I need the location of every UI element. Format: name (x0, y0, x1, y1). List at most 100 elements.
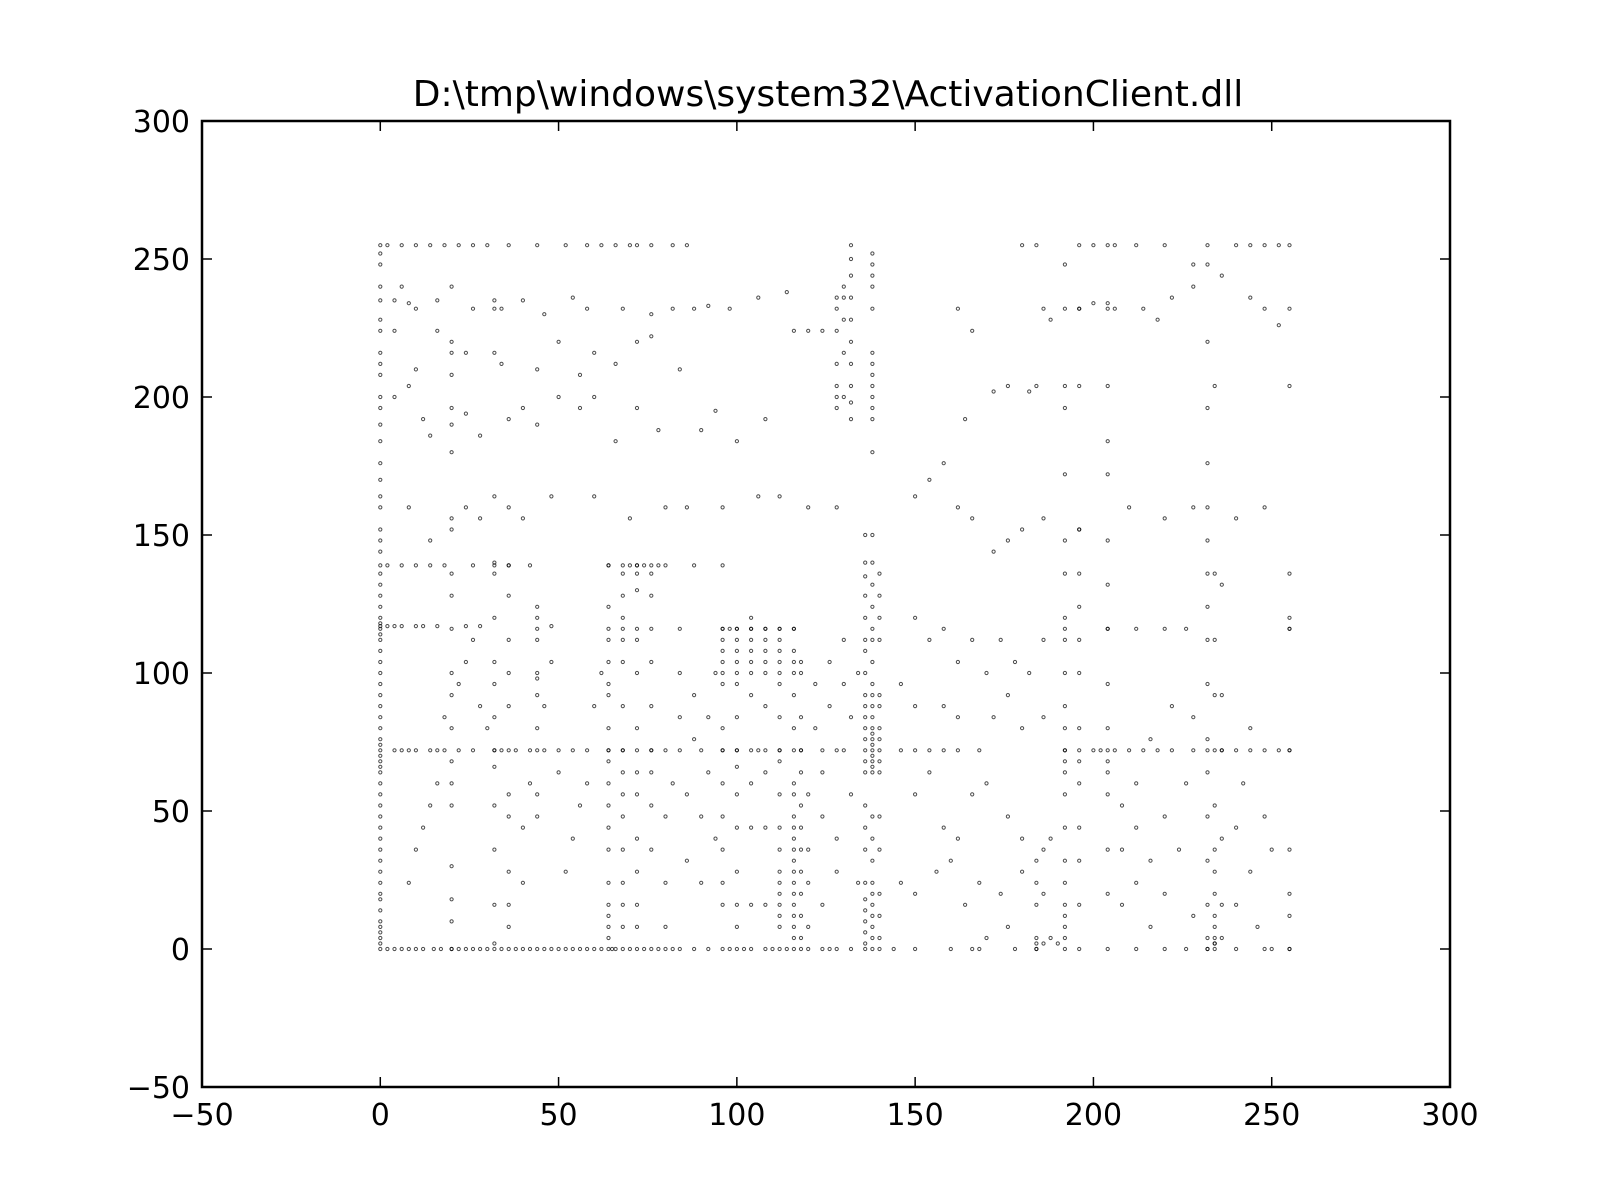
data-point (1248, 295, 1253, 300)
data-point (520, 825, 526, 830)
data-point (1077, 243, 1082, 248)
data-point (749, 670, 754, 676)
data-point (984, 935, 989, 941)
data-point (1287, 626, 1292, 631)
data-point (399, 748, 404, 753)
data-point (913, 946, 918, 952)
data-point (1205, 902, 1210, 907)
data-point (1062, 626, 1068, 631)
data-point (627, 563, 633, 568)
data-point (791, 869, 797, 874)
data-point (378, 880, 383, 885)
data-point (791, 328, 797, 333)
data-point (1077, 726, 1082, 731)
data-point (841, 350, 846, 355)
data-point (535, 604, 540, 609)
data-point (1105, 891, 1110, 896)
data-point (535, 726, 540, 731)
data-point (585, 306, 590, 311)
data-point (1034, 858, 1039, 863)
data-point (620, 563, 625, 568)
data-point (663, 814, 668, 819)
data-point (763, 659, 768, 665)
data-point (806, 792, 811, 797)
data-point (1062, 726, 1068, 731)
data-point (1005, 693, 1011, 698)
data-point (798, 715, 804, 720)
data-point (1062, 704, 1068, 709)
data-point (627, 516, 633, 521)
data-point (727, 626, 732, 631)
data-point (527, 748, 533, 753)
data-point (1062, 472, 1068, 477)
data-point (470, 563, 476, 568)
data-point (1062, 383, 1068, 389)
data-point (1287, 748, 1292, 753)
data-point (1134, 825, 1139, 830)
data-point (1055, 941, 1060, 946)
data-point (585, 748, 590, 753)
data-point (749, 781, 754, 786)
data-point (1062, 825, 1068, 830)
data-point (1148, 924, 1153, 930)
data-point (1020, 726, 1025, 731)
data-point (634, 946, 640, 952)
data-point (378, 693, 383, 698)
data-point (713, 670, 718, 676)
data-point (1148, 858, 1153, 863)
data-point (442, 715, 447, 720)
data-point (649, 946, 654, 952)
data-point (413, 243, 418, 248)
data-point (1219, 582, 1224, 587)
data-point (492, 748, 497, 753)
data-point (941, 748, 946, 753)
data-point (435, 328, 440, 333)
data-point (777, 891, 782, 896)
data-point (556, 748, 561, 753)
data-point (378, 715, 383, 720)
data-point (734, 946, 740, 952)
data-point (449, 670, 454, 676)
data-point (1212, 383, 1217, 389)
data-point (592, 394, 597, 400)
data-point (777, 869, 782, 874)
data-point (378, 439, 383, 444)
data-point (720, 880, 725, 885)
data-point (749, 615, 754, 620)
data-point (977, 880, 982, 885)
data-point (378, 262, 383, 267)
data-point (841, 637, 846, 643)
data-point (870, 924, 875, 930)
data-point (1034, 880, 1039, 885)
data-point (535, 676, 540, 681)
data-point (720, 748, 725, 753)
data-point (642, 946, 647, 952)
data-point (1020, 836, 1025, 841)
data-point (1234, 516, 1239, 521)
data-point (620, 792, 625, 797)
data-point (848, 317, 854, 322)
data-point (535, 615, 540, 620)
data-point (706, 770, 711, 775)
data-point (777, 880, 782, 885)
data-point (1077, 571, 1082, 576)
data-point (378, 737, 383, 742)
data-point (1205, 461, 1210, 466)
data-point (1248, 726, 1253, 731)
data-point (870, 880, 875, 885)
data-point (863, 574, 868, 579)
data-point (506, 243, 511, 248)
data-point (627, 946, 633, 952)
data-point (535, 422, 540, 427)
data-point (720, 902, 725, 907)
data-point (549, 494, 554, 499)
data-point (663, 505, 668, 510)
data-point (606, 924, 611, 930)
data-point (1287, 571, 1292, 576)
data-point (1062, 913, 1068, 919)
data-point (649, 243, 654, 248)
data-point (1062, 670, 1068, 676)
data-point (898, 748, 904, 753)
data-point (863, 532, 868, 538)
data-point (627, 243, 633, 248)
